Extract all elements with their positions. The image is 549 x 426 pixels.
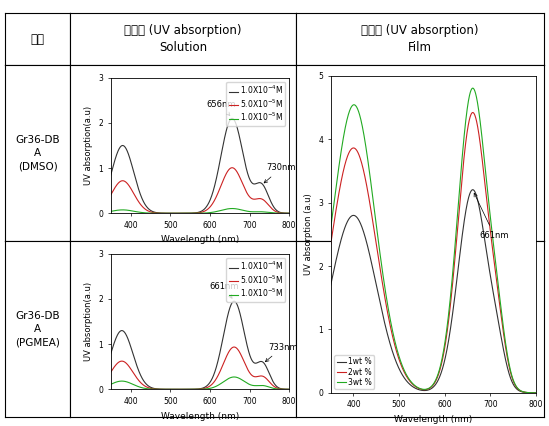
Legend: 1.0X10$^{-4}$M, 5.0X10$^{-5}$M, 1.0X10$^{-5}$M: 1.0X10$^{-4}$M, 5.0X10$^{-5}$M, 1.0X10$^… [226,258,285,302]
Text: Gr36-DB
A
(DMSO): Gr36-DB A (DMSO) [15,135,60,172]
Text: 흡광도 (UV absorption)
Film: 흡광도 (UV absorption) Film [361,24,479,54]
Text: 흡광도 (UV absorption)
Solution: 흡광도 (UV absorption) Solution [124,24,242,54]
X-axis label: Wavelength (nm): Wavelength (nm) [394,415,473,424]
Text: 733nm: 733nm [265,343,298,362]
Text: 730nm: 730nm [264,163,296,183]
Text: 661nm: 661nm [474,193,509,239]
Legend: 1.0X10$^{-4}$M, 5.0X10$^{-5}$M, 1.0X10$^{-5}$M: 1.0X10$^{-4}$M, 5.0X10$^{-5}$M, 1.0X10$^… [226,81,285,126]
Y-axis label: UV absorption(a.u): UV absorption(a.u) [83,106,93,185]
Text: 물질: 물질 [31,32,45,46]
Y-axis label: UV absorption (a.u): UV absorption (a.u) [304,193,312,275]
Text: Gr36-DB
A
(PGMEA): Gr36-DB A (PGMEA) [15,311,60,348]
X-axis label: Wavelength (nm): Wavelength (nm) [161,236,239,245]
Y-axis label: UV absorption(a.u): UV absorption(a.u) [83,282,93,361]
Legend: 1wt %, 2wt %, 3wt %: 1wt %, 2wt %, 3wt % [334,355,374,389]
Text: 656nm: 656nm [206,100,236,115]
X-axis label: Wavelength (nm): Wavelength (nm) [161,412,239,420]
Text: 661nm: 661nm [209,282,239,298]
